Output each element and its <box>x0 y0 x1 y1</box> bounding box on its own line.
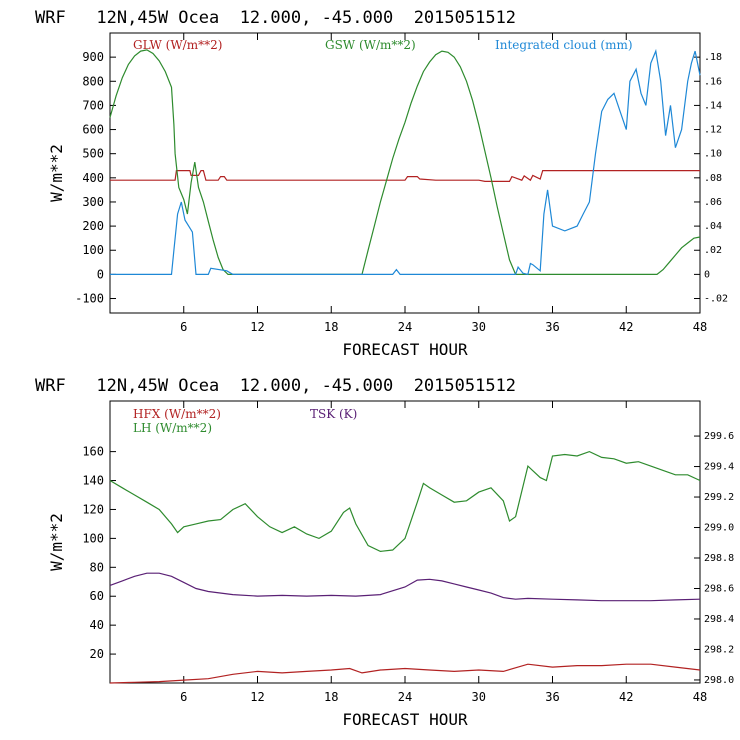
top-legend-integrated: Integrated cloud (mm) <box>495 38 633 52</box>
top-y-tick-label: 600 <box>82 123 104 137</box>
bottom-y2-tick-label: 299.2 <box>704 492 734 503</box>
top-y2-tick-label: .02 <box>704 245 722 256</box>
top-y2-tick-label: .12 <box>704 125 722 136</box>
bottom-x-tick-label: 42 <box>619 690 633 704</box>
bottom-y2-tick-label: 298.0 <box>704 675 734 686</box>
top-x-tick-label: 30 <box>472 320 486 334</box>
bottom-x-tick-label: 24 <box>398 690 412 704</box>
bottom-y2-tick-label: 298.8 <box>704 553 734 564</box>
top-x-tick-label: 18 <box>324 320 338 334</box>
top-y-tick-label: 900 <box>82 50 104 64</box>
bottom-y2-tick-label: 298.2 <box>704 644 734 655</box>
bottom-x-tick-label: 48 <box>693 690 707 704</box>
bottom-x-tick-label: 30 <box>472 690 486 704</box>
top-y-tick-label: 700 <box>82 98 104 112</box>
top-x-tick-label: 36 <box>545 320 559 334</box>
bottom-y-axis-label: W/m**2 <box>47 513 66 571</box>
bottom-x-tick-label: 18 <box>324 690 338 704</box>
top-y2-tick-label: .04 <box>704 221 722 232</box>
bottom-plot-frame <box>109 400 701 684</box>
top-x-axis-label: FORECAST HOUR <box>342 340 468 359</box>
bottom-legend-lh: LH (W/m**2) <box>133 421 212 435</box>
bottom-y2-tick-label: 298.6 <box>704 583 734 594</box>
top-y-tick-label: -100 <box>75 292 104 306</box>
top-x-tick-label: 12 <box>250 320 264 334</box>
top-y-tick-label: 500 <box>82 147 104 161</box>
top-series-gsw-line <box>109 49 701 275</box>
top-y2-tick-label: .10 <box>704 149 722 160</box>
top-y-tick-label: 0 <box>97 267 104 281</box>
top-chart: 6 12 18 24 30 36 42 48 -100 0 100 200 300 400 500 600 70… <box>47 32 728 359</box>
bottom-legend-hfx: HFX (W/m**2) <box>133 407 221 421</box>
top-series-glw-line <box>110 170 700 182</box>
top-y-tick-label: 200 <box>82 219 104 233</box>
top-y-tick-label: 100 <box>82 243 104 257</box>
bottom-y-tick-label: 160 <box>82 445 104 459</box>
top-x-tick-label: 24 <box>398 320 412 334</box>
bottom-x-tick-label: 6 <box>180 690 187 704</box>
bottom-y2-tick-label: 299.6 <box>704 431 734 442</box>
top-legend-glw: GLW (W/m**2) <box>133 38 222 52</box>
bottom-y-tick-label: 60 <box>90 589 104 603</box>
bottom-y-tick-label: 100 <box>82 531 104 545</box>
top-x-tick-label: 42 <box>619 320 633 334</box>
bottom-y-tick-label: 120 <box>82 502 104 516</box>
bottom-y-tick-label: 80 <box>90 560 104 574</box>
bottom-y-tick-label: 40 <box>90 618 104 632</box>
top-y-tick-label: 300 <box>82 195 104 209</box>
bottom-y2-tick-label: 299.4 <box>704 462 734 473</box>
top-y2-tick-label: .14 <box>704 100 722 111</box>
bottom-chart-header: WRF 12N,45W Ocea 12.000, -45.000 2015051… <box>35 376 516 396</box>
top-plot-frame <box>109 32 701 314</box>
bottom-y-tick-label: 20 <box>90 647 104 661</box>
top-chart-header: WRF 12N,45W Ocea 12.000, -45.000 2015051… <box>35 8 516 28</box>
top-x-tick-label: 48 <box>693 320 707 334</box>
bottom-series-tsk-line <box>109 572 701 602</box>
top-y2-tick-label: .06 <box>704 197 722 208</box>
top-y2-tick-label: .08 <box>704 173 722 184</box>
bottom-y2-tick-label: 299.0 <box>704 523 734 534</box>
top-y2-tick-label: 0 <box>704 269 710 280</box>
top-y-tick-label: 400 <box>82 171 104 185</box>
top-y2-tick-label: .18 <box>704 52 722 63</box>
top-y-axis-label: W/m**2 <box>47 144 66 202</box>
bottom-x-axis-label: FORECAST HOUR <box>342 710 468 729</box>
bottom-series-lh-line <box>109 450 701 553</box>
top-y-tick-label: 800 <box>82 74 104 88</box>
bottom-y2-tick-label: 298.4 <box>704 614 734 625</box>
top-legend-gsw: GSW (W/m**2) <box>325 38 416 52</box>
bottom-x-tick-label: 36 <box>545 690 559 704</box>
bottom-chart: 6 12 18 24 30 36 42 48 20 40 60 80 100 120 140 160 298.0… <box>47 400 734 729</box>
bottom-x-tick-label: 12 <box>250 690 264 704</box>
top-y2-tick-label: -.02 <box>704 294 728 305</box>
bottom-legend-tsk: TSK (K) <box>310 407 357 421</box>
top-series-integrated-line <box>110 48 701 276</box>
top-y2-tick-label: .16 <box>704 76 722 87</box>
bottom-y-tick-label: 140 <box>82 474 104 488</box>
bottom-series-hfx-line <box>109 663 701 684</box>
top-x-tick-label: 6 <box>180 320 187 334</box>
